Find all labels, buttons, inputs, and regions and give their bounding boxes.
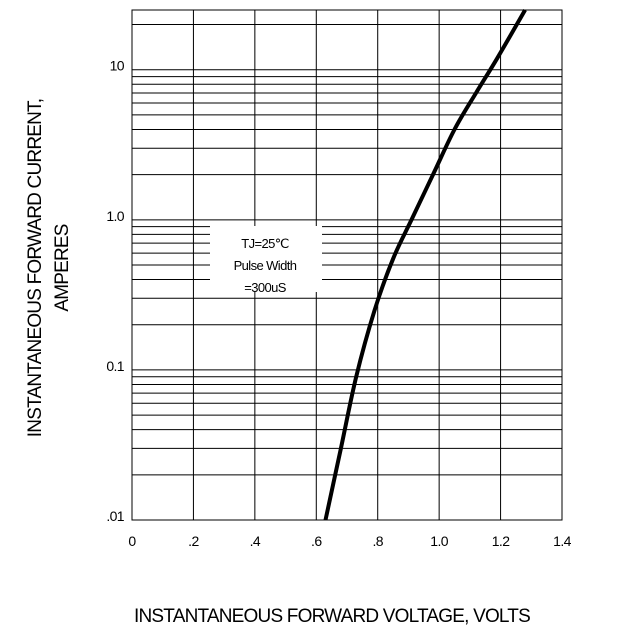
annotation-line-temperature: TJ=25℃ bbox=[241, 236, 289, 251]
y-tick-label: 10 bbox=[110, 58, 125, 74]
x-tick-label: .6 bbox=[311, 533, 322, 549]
x-axis-label: INSTANTANEOUS FORWARD VOLTAGE, VOLTS bbox=[134, 606, 530, 627]
grid bbox=[132, 10, 562, 520]
annotation-box: TJ=25℃ Pulse Width =300uS bbox=[210, 226, 322, 295]
y-tick-label: 0.1 bbox=[106, 358, 124, 374]
y-tick-label: 1.0 bbox=[106, 208, 124, 224]
y-axis-label-line-1: INSTANTANEOUS FORWARD CURRENT, bbox=[25, 99, 46, 437]
x-tick-label: 1.2 bbox=[492, 533, 510, 549]
x-tick-label: 1.4 bbox=[553, 533, 571, 549]
y-tick-labels: .01 0.1 1.0 10 bbox=[106, 58, 124, 524]
y-axis-label-line-2: AMPERES bbox=[52, 224, 73, 311]
y-tick-label: .01 bbox=[106, 508, 124, 524]
x-tick-label: .8 bbox=[372, 533, 383, 549]
x-tick-labels: 0 .2 .4 .6 .8 1.0 1.2 1.4 bbox=[128, 533, 571, 549]
x-tick-label: 0 bbox=[128, 533, 136, 549]
x-tick-label: .2 bbox=[188, 533, 199, 549]
annotation-line-pulse-value: =300uS bbox=[244, 280, 287, 295]
x-tick-label: 1.0 bbox=[430, 533, 448, 549]
annotation-line-pulse-width: Pulse Width bbox=[234, 258, 297, 273]
x-tick-label: .4 bbox=[250, 533, 261, 549]
